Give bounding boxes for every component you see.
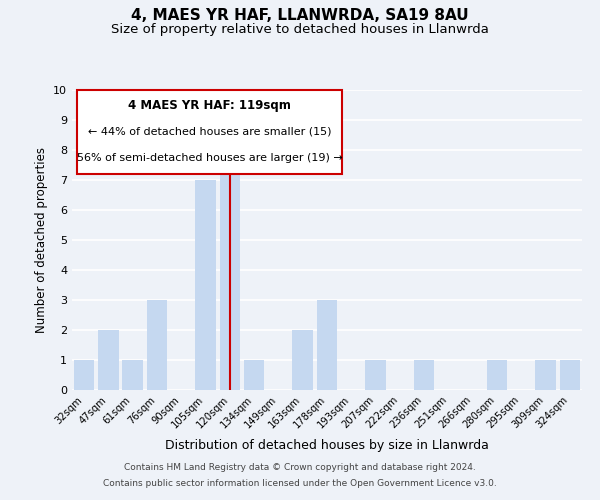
- Bar: [292, 330, 313, 390]
- Y-axis label: Number of detached properties: Number of detached properties: [35, 147, 47, 333]
- Bar: [195, 180, 216, 390]
- Text: Contains HM Land Registry data © Crown copyright and database right 2024.: Contains HM Land Registry data © Crown c…: [124, 464, 476, 472]
- Text: Contains public sector information licensed under the Open Government Licence v3: Contains public sector information licen…: [103, 478, 497, 488]
- X-axis label: Distribution of detached houses by size in Llanwrda: Distribution of detached houses by size …: [165, 439, 489, 452]
- Bar: [146, 300, 167, 390]
- Bar: [487, 360, 508, 390]
- Text: 4, MAES YR HAF, LLANWRDA, SA19 8AU: 4, MAES YR HAF, LLANWRDA, SA19 8AU: [131, 8, 469, 22]
- Bar: [74, 360, 94, 390]
- Bar: [122, 360, 143, 390]
- Text: 4 MAES YR HAF: 119sqm: 4 MAES YR HAF: 119sqm: [128, 99, 291, 112]
- Text: 56% of semi-detached houses are larger (19) →: 56% of semi-detached houses are larger (…: [77, 153, 343, 163]
- Bar: [98, 330, 119, 390]
- Bar: [220, 150, 240, 390]
- Bar: [535, 360, 556, 390]
- Bar: [560, 360, 580, 390]
- Bar: [317, 300, 337, 390]
- Bar: [365, 360, 386, 390]
- FancyBboxPatch shape: [77, 90, 342, 174]
- Bar: [414, 360, 434, 390]
- Text: ← 44% of detached houses are smaller (15): ← 44% of detached houses are smaller (15…: [88, 126, 331, 136]
- Bar: [244, 360, 265, 390]
- Text: Size of property relative to detached houses in Llanwrda: Size of property relative to detached ho…: [111, 22, 489, 36]
